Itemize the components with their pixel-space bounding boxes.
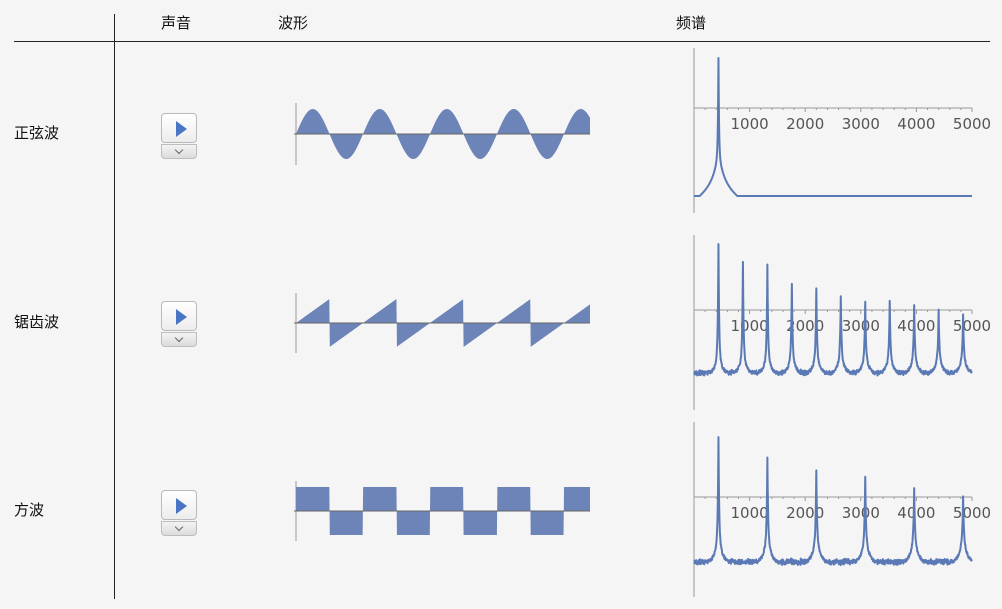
spectrum-line [693, 243, 973, 377]
waveform-plot-square [294, 481, 590, 541]
header-divider [14, 41, 990, 42]
spectrum-plot-square: 1000 2000 3000 4000 5000 [693, 422, 991, 597]
label-column-divider [114, 14, 115, 599]
spectrum-tick-label: 5000 [953, 115, 991, 133]
header-spectrum: 频谱 [676, 14, 707, 32]
row-label-sawtooth: 锯齿波 [14, 313, 60, 331]
play-triangle-icon [176, 121, 187, 137]
spectrum-tick-label: 1000 [731, 504, 769, 522]
play-button[interactable] [161, 301, 197, 331]
player-menu-button[interactable] [161, 332, 197, 347]
spectrum-tick-label: 5000 [953, 504, 991, 522]
spectrum-tick-label: 2000 [786, 115, 824, 133]
spectrum-line [693, 57, 973, 197]
waveform-plot-sine [294, 103, 590, 165]
waveform-plot-sawtooth [294, 293, 590, 353]
row-label-square: 方波 [14, 501, 45, 519]
player-menu-button[interactable] [161, 144, 197, 159]
spectrum-tick-label: 4000 [897, 115, 935, 133]
spectrum-plot-sine: 1000 2000 3000 4000 5000 [693, 48, 991, 213]
spectrum-tick-label: 3000 [842, 317, 880, 335]
spectrum-tick-label: 5000 [953, 317, 991, 335]
spectrum-plot-sawtooth: 1000 2000 3000 4000 5000 [693, 235, 991, 410]
chevron-down-icon [174, 522, 184, 532]
spectrum-tick-label: 1000 [731, 115, 769, 133]
header-sound: 声音 [161, 14, 192, 32]
play-triangle-icon [176, 309, 187, 325]
sound-player-sawtooth [161, 301, 197, 347]
player-menu-button[interactable] [161, 521, 197, 536]
spectrum-tick-label: 3000 [842, 115, 880, 133]
play-triangle-icon [176, 498, 187, 514]
row-label-sine: 正弦波 [14, 124, 60, 142]
spectrum-line [693, 436, 973, 567]
play-button[interactable] [161, 113, 197, 143]
sound-player-sine [161, 113, 197, 159]
chevron-down-icon [174, 145, 184, 155]
spectrum-tick-label: 4000 [897, 317, 935, 335]
spectrum-tick-label: 2000 [786, 504, 824, 522]
sound-player-square [161, 490, 197, 536]
spectrum-tick-label: 1000 [731, 317, 769, 335]
play-button[interactable] [161, 490, 197, 520]
spectrum-tick-label: 3000 [842, 504, 880, 522]
spectrum-tick-label: 4000 [897, 504, 935, 522]
chevron-down-icon [174, 333, 184, 343]
header-waveform: 波形 [278, 14, 309, 32]
